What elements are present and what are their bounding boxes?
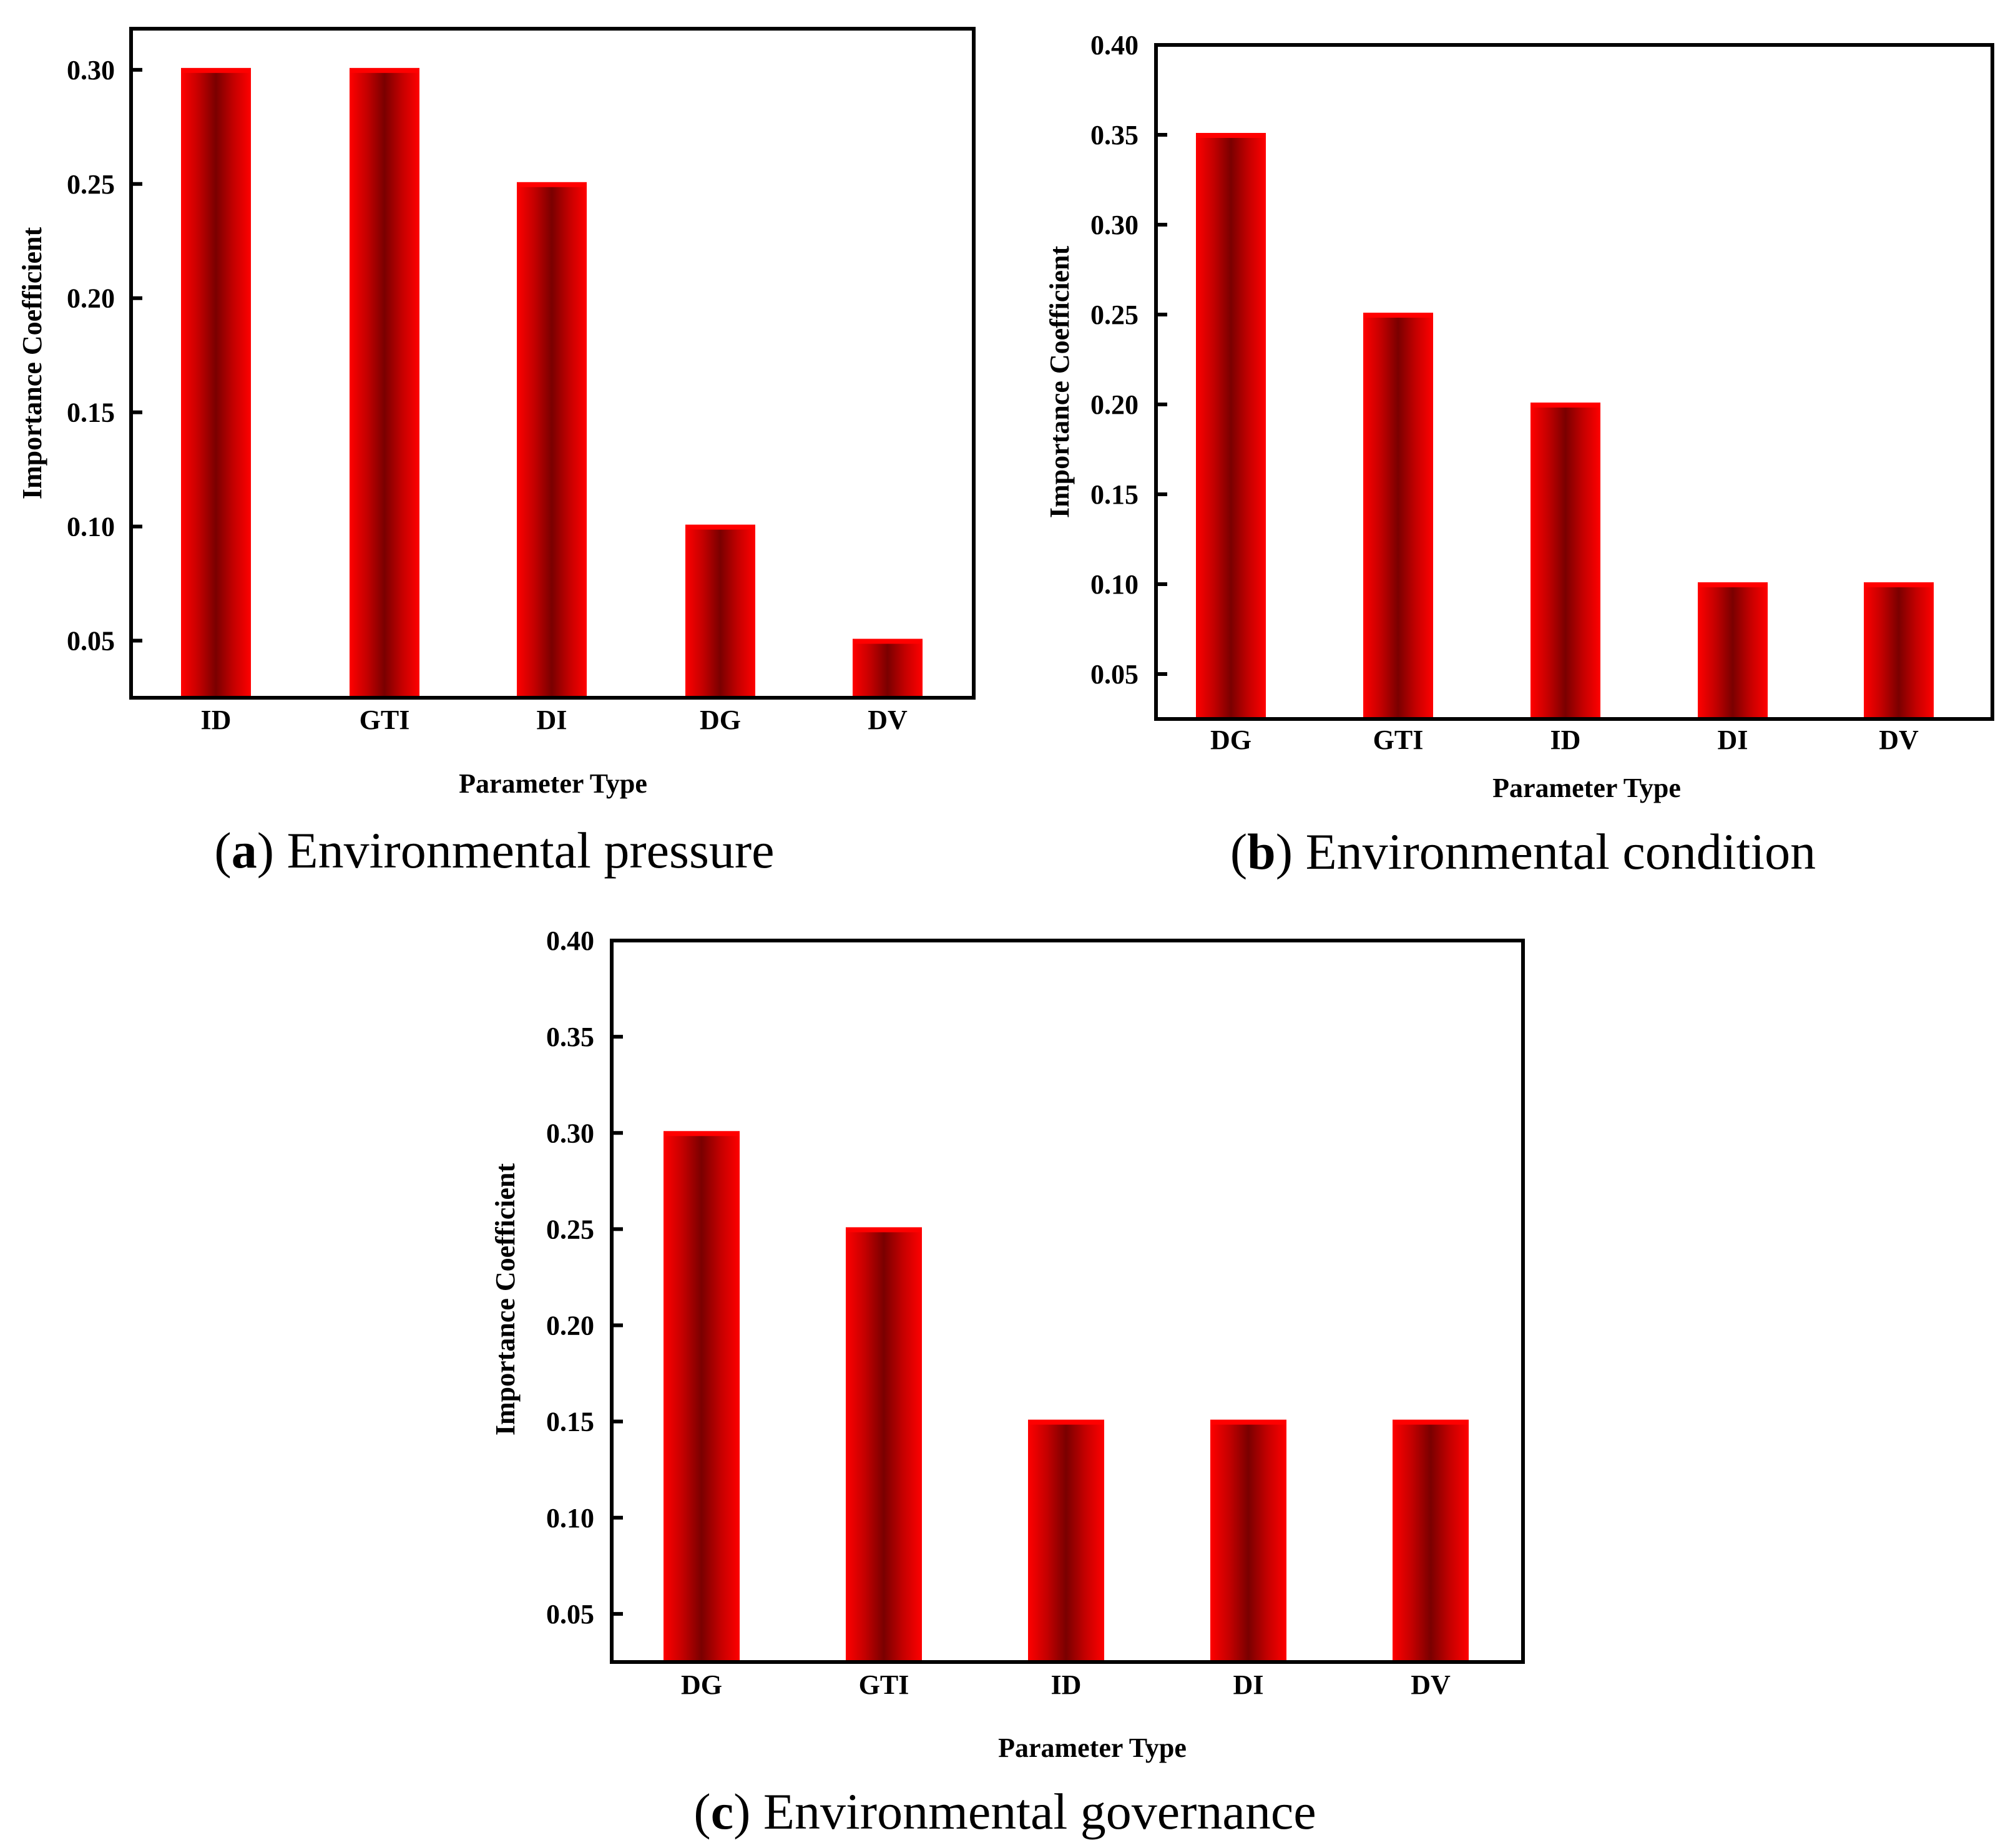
panel-c-y-axis-title: Importance Coefficient (490, 1163, 521, 1436)
panel-b-bar-cap-di (1698, 582, 1768, 587)
panel-b-y-tick-label: 0.10 (1090, 569, 1139, 600)
panel-b-bar-id (1530, 404, 1600, 719)
panel-a-bar-cap-id (181, 67, 251, 73)
panel-b-plot-frame (1154, 43, 1994, 721)
panel-b-y-tick-label: 0.35 (1090, 120, 1139, 150)
panel-c-x-tick-label-dv: DV (1411, 1670, 1451, 1700)
panel-a-bar-dv (853, 640, 923, 698)
panel-a-plot-frame (129, 27, 976, 700)
panel-c-bar-dv (1393, 1421, 1469, 1662)
panel-c-bar-cap-dv (1393, 1419, 1469, 1425)
panel-a-y-tick-label: 0.15 (67, 398, 115, 428)
panel-b-x-tick-label-di: DI (1718, 725, 1748, 755)
panel-c-x-axis-title: Parameter Type (998, 1733, 1187, 1763)
panel-c-x-tick-label-id: ID (1051, 1670, 1082, 1700)
panel-b-x-axis: DG GTI ID DI DV (1210, 725, 1919, 755)
panel-c-y-tick-label: 0.15 (546, 1407, 594, 1437)
panel-b-chart: 0.05 0.10 0.15 0.20 0.25 0.30 0.35 0.40 DG GTI ID… (1044, 30, 1994, 880)
panel-a-bar-cap-gti (350, 67, 419, 73)
panel-b-caption-text: Environmental condition (1306, 823, 1816, 880)
panel-c-x-axis: DG GTI ID DI DV (681, 1670, 1451, 1700)
panel-c-y-tick-label: 0.30 (546, 1118, 594, 1148)
panel-c-bar-cap-gti (846, 1227, 922, 1233)
panel-b-bar-dg (1196, 135, 1266, 719)
panel-b-caption-letter: b (1247, 823, 1276, 880)
panel-a-bar-cap-di (517, 182, 587, 187)
panel-b-bar-cap-dv (1864, 582, 1934, 587)
panel-b-x-tick-label-dg: DG (1210, 725, 1251, 755)
panel-c-y-axis: 0.05 0.10 0.15 0.20 0.25 0.30 0.35 0.40 (546, 926, 623, 1630)
panel-a-x-axis-title: Parameter Type (459, 768, 647, 799)
panel-a-bar-di (517, 183, 587, 698)
panel-c-bars (664, 1131, 1469, 1662)
panel-a-caption-letter: a (232, 822, 257, 879)
panel-c-caption-letter: c (711, 1783, 733, 1840)
panel-b-bar-cap-id (1530, 403, 1600, 408)
panel-c-bar-di (1210, 1421, 1286, 1662)
panel-a-y-tick-label: 0.20 (67, 283, 115, 314)
panel-b-x-tick-label-dv: DV (1879, 725, 1919, 755)
panel-c-x-tick-label-gti: GTI (859, 1670, 909, 1700)
panel-b-y-tick-label: 0.30 (1090, 210, 1139, 240)
panel-b-y-tick-label: 0.05 (1090, 659, 1139, 690)
panel-c-y-tick-label: 0.40 (546, 926, 594, 956)
panel-a-bar-cap-dg (685, 524, 755, 530)
panel-a-x-tick-label-dg: DG (700, 705, 741, 735)
panel-b-y-tick-label: 0.40 (1090, 30, 1139, 61)
panel-a-x-tick-label-id: ID (201, 705, 232, 735)
panel-c-bar-id (1028, 1421, 1104, 1662)
panel-b-bars (1196, 133, 1934, 719)
panel-a-y-tick-label: 0.05 (67, 626, 115, 657)
panel-b-bar-cap-gti (1363, 313, 1433, 318)
panel-c-x-tick-label-dg: DG (681, 1670, 722, 1700)
panel-c-bar-cap-dg (664, 1131, 740, 1137)
panel-a-x-tick-label-dv: DV (868, 705, 908, 735)
panel-c-caption: (c) Environmental governance (693, 1783, 1316, 1840)
panel-c-bar-dg (664, 1133, 740, 1662)
panel-a-bar-dg (685, 526, 755, 698)
panel-a-y-axis: 0.05 0.10 0.15 0.20 0.25 0.30 (67, 55, 142, 657)
panel-a-caption: (a) Environmental pressure (214, 822, 774, 879)
panel-b-bar-di (1698, 584, 1768, 719)
panel-a-bar-cap-dv (853, 638, 923, 644)
panel-b-y-tick-label: 0.20 (1090, 389, 1139, 420)
panel-c-y-tick-label: 0.20 (546, 1311, 594, 1341)
panel-b-x-tick-label-id: ID (1550, 725, 1581, 755)
panel-b-bar-dv (1864, 584, 1934, 719)
panel-a-x-tick-label-gti: GTI (360, 705, 410, 735)
panel-c-bar-cap-di (1210, 1419, 1286, 1425)
panel-b-bar-gti (1363, 315, 1433, 719)
panel-c-plot-frame (610, 939, 1525, 1664)
panel-a-bar-gti (350, 69, 419, 698)
panel-a-x-axis: ID GTI DI DG DV (201, 705, 908, 735)
panel-b-y-axis-title: Importance Coefficient (1044, 246, 1075, 519)
panel-c-caption-text: Environmental governance (763, 1783, 1316, 1840)
panel-a-chart: 0.05 0.10 0.15 0.20 0.25 0.30 ID GTI DI DG DV Imp… (17, 27, 976, 879)
panel-c-bar-cap-id (1028, 1419, 1104, 1425)
panel-b-x-axis-title: Parameter Type (1492, 773, 1681, 803)
panel-a-y-tick-label: 0.25 (67, 169, 115, 200)
panel-b-x-tick-label-gti: GTI (1373, 725, 1424, 755)
panel-c-x-tick-label-di: DI (1233, 1670, 1264, 1700)
panel-b-caption: (b) Environmental condition (1230, 823, 1816, 880)
panel-b-y-axis: 0.05 0.10 0.15 0.20 0.25 0.30 0.35 0.40 (1090, 30, 1167, 690)
panel-c-y-tick-label: 0.10 (546, 1503, 594, 1533)
panel-c-y-tick-label: 0.25 (546, 1214, 594, 1244)
panel-b-y-tick-label: 0.25 (1090, 300, 1139, 330)
panel-a-y-tick-label: 0.30 (67, 55, 115, 86)
panel-b-bar-cap-dg (1196, 133, 1266, 138)
panel-a-bar-id (181, 69, 251, 698)
panel-b-y-tick-label: 0.15 (1090, 479, 1139, 510)
panel-a-caption-text: Environmental pressure (287, 822, 775, 879)
panel-a-bars (181, 67, 923, 698)
panel-a-y-tick-label: 0.10 (67, 512, 115, 542)
panel-c-bar-gti (846, 1229, 922, 1662)
panel-c-chart: 0.05 0.10 0.15 0.20 0.25 0.30 0.35 0.40 DG GTI ID… (490, 926, 1525, 1840)
panel-a-y-axis-title: Importance Coefficient (17, 227, 47, 500)
panel-a-x-tick-label-di: DI (537, 705, 567, 735)
panel-c-y-tick-label: 0.05 (546, 1599, 594, 1630)
panel-c-y-tick-label: 0.35 (546, 1022, 594, 1052)
